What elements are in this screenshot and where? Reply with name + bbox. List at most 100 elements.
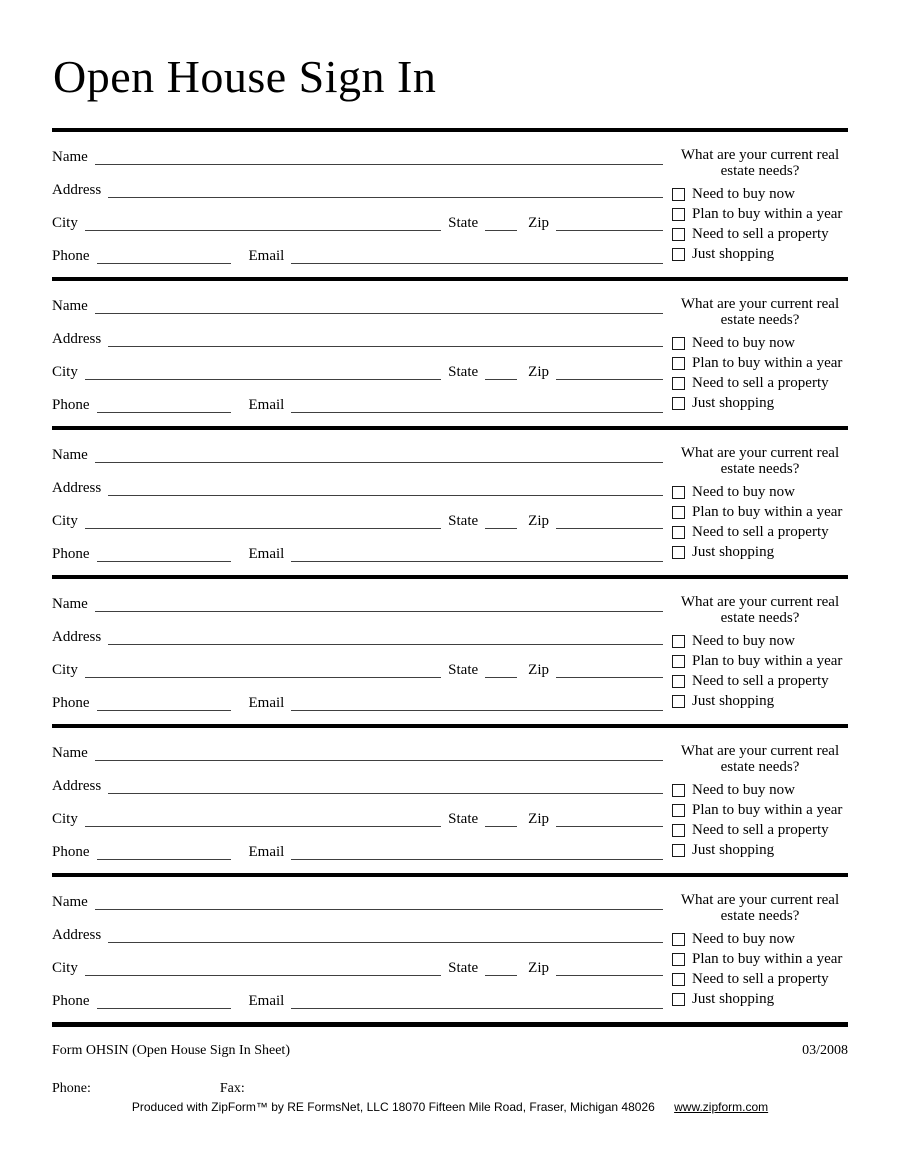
email-input-line[interactable] bbox=[291, 857, 663, 860]
city-state-zip-row: City State Zip bbox=[52, 646, 663, 679]
phone-input-line[interactable] bbox=[96, 708, 231, 711]
phone-email-row: Phone Email bbox=[52, 530, 663, 563]
checkbox-need-to-buy-now[interactable] bbox=[672, 188, 685, 202]
checkbox-just-shopping[interactable] bbox=[672, 247, 685, 261]
real-estate-needs: What are your current real estate needs?… bbox=[672, 579, 848, 724]
checkbox-need-to-buy-now[interactable] bbox=[672, 337, 685, 351]
city-input-line[interactable] bbox=[84, 675, 442, 678]
name-input-line[interactable] bbox=[94, 162, 663, 165]
checkbox-plan-to-buy-within-a-year[interactable] bbox=[672, 506, 685, 520]
email-input-line[interactable] bbox=[291, 559, 663, 562]
checkbox-need-to-buy-now[interactable] bbox=[672, 635, 685, 649]
name-row: Name bbox=[52, 880, 663, 911]
checkbox-need-to-sell-a-property[interactable] bbox=[672, 972, 685, 986]
address-input-line[interactable] bbox=[108, 791, 663, 794]
address-label: Address bbox=[52, 480, 102, 496]
checkbox-need-to-sell-a-property[interactable] bbox=[672, 823, 685, 837]
checkbox-need-to-buy-now[interactable] bbox=[672, 933, 685, 947]
name-input-line[interactable] bbox=[94, 609, 663, 612]
zip-input-line[interactable] bbox=[556, 675, 663, 678]
state-input-line[interactable] bbox=[485, 675, 518, 678]
address-input-line[interactable] bbox=[108, 493, 663, 496]
zip-input-line[interactable] bbox=[556, 824, 663, 827]
city-input-line[interactable] bbox=[84, 824, 442, 827]
state-input-line[interactable] bbox=[485, 526, 518, 529]
checkbox-need-to-sell-a-property[interactable] bbox=[672, 674, 685, 688]
address-label: Address bbox=[52, 778, 102, 794]
checkbox-plan-to-buy-within-a-year[interactable] bbox=[672, 655, 685, 669]
city-state-zip-row: City State Zip bbox=[52, 795, 663, 828]
checkbox-just-shopping[interactable] bbox=[672, 992, 685, 1006]
city-input-line[interactable] bbox=[84, 526, 442, 529]
needs-question: What are your current real estate needs? bbox=[672, 296, 848, 328]
zip-input-line[interactable] bbox=[556, 526, 663, 529]
entry-fields: Name Address City State Zip Phone Email bbox=[52, 281, 663, 426]
name-label: Name bbox=[52, 149, 88, 165]
name-input-line[interactable] bbox=[94, 907, 663, 910]
state-input-line[interactable] bbox=[485, 824, 518, 827]
phone-input-line[interactable] bbox=[96, 261, 231, 264]
option-need-to-buy-now: Need to buy now bbox=[672, 632, 848, 652]
name-row: Name bbox=[52, 433, 663, 464]
name-input-line[interactable] bbox=[94, 460, 663, 463]
state-input-line[interactable] bbox=[485, 973, 518, 976]
name-input-line[interactable] bbox=[94, 758, 663, 761]
option-label-need-to-buy-now: Need to buy now bbox=[692, 782, 795, 799]
checkbox-plan-to-buy-within-a-year[interactable] bbox=[672, 953, 685, 967]
checkbox-need-to-buy-now[interactable] bbox=[672, 486, 685, 500]
city-label: City bbox=[52, 960, 78, 976]
option-need-to-buy-now: Need to buy now bbox=[672, 930, 848, 950]
email-label: Email bbox=[248, 248, 285, 264]
checkbox-just-shopping[interactable] bbox=[672, 694, 685, 708]
address-input-line[interactable] bbox=[108, 195, 663, 198]
option-label-just-shopping: Just shopping bbox=[692, 841, 775, 858]
checkbox-need-to-sell-a-property[interactable] bbox=[672, 376, 685, 390]
address-row: Address bbox=[52, 315, 663, 348]
city-input-line[interactable] bbox=[84, 228, 442, 231]
address-label: Address bbox=[52, 331, 102, 347]
address-input-line[interactable] bbox=[108, 940, 663, 943]
footer-meta-row: Form OHSIN (Open House Sign In Sheet) 03… bbox=[52, 1043, 848, 1059]
name-input-line[interactable] bbox=[94, 311, 663, 314]
city-input-line[interactable] bbox=[84, 377, 442, 380]
checkbox-need-to-sell-a-property[interactable] bbox=[672, 227, 685, 241]
checkbox-just-shopping[interactable] bbox=[672, 843, 685, 857]
zipform-website-link[interactable]: www.zipform.com bbox=[674, 1100, 769, 1114]
checkbox-plan-to-buy-within-a-year[interactable] bbox=[672, 208, 685, 222]
address-input-line[interactable] bbox=[108, 642, 663, 645]
zip-input-line[interactable] bbox=[556, 228, 663, 231]
address-input-line[interactable] bbox=[108, 344, 663, 347]
email-input-line[interactable] bbox=[291, 1006, 663, 1009]
zip-input-line[interactable] bbox=[556, 377, 663, 380]
email-input-line[interactable] bbox=[291, 261, 663, 264]
entry-fields: Name Address City State Zip Phone Email bbox=[52, 728, 663, 873]
city-input-line[interactable] bbox=[84, 973, 442, 976]
option-just-shopping: Just shopping bbox=[672, 840, 848, 860]
address-label: Address bbox=[52, 629, 102, 645]
option-need-to-buy-now: Need to buy now bbox=[672, 483, 848, 503]
needs-options: Need to buy now Plan to buy within a yea… bbox=[672, 334, 848, 413]
phone-input-line[interactable] bbox=[96, 410, 231, 413]
checkbox-plan-to-buy-within-a-year[interactable] bbox=[672, 357, 685, 371]
real-estate-needs: What are your current real estate needs?… bbox=[672, 132, 848, 277]
zip-input-line[interactable] bbox=[556, 973, 663, 976]
needs-options: Need to buy now Plan to buy within a yea… bbox=[672, 185, 848, 264]
option-need-to-sell-a-property: Need to sell a property bbox=[672, 225, 848, 245]
state-input-line[interactable] bbox=[485, 377, 518, 380]
phone-input-line[interactable] bbox=[96, 1006, 231, 1009]
checkbox-plan-to-buy-within-a-year[interactable] bbox=[672, 804, 685, 818]
checkbox-just-shopping[interactable] bbox=[672, 396, 685, 410]
email-input-line[interactable] bbox=[291, 410, 663, 413]
checkbox-need-to-sell-a-property[interactable] bbox=[672, 525, 685, 539]
option-label-need-to-buy-now: Need to buy now bbox=[692, 484, 795, 501]
email-input-line[interactable] bbox=[291, 708, 663, 711]
checkbox-just-shopping[interactable] bbox=[672, 545, 685, 559]
state-input-line[interactable] bbox=[485, 228, 518, 231]
option-need-to-buy-now: Need to buy now bbox=[672, 781, 848, 801]
phone-input-line[interactable] bbox=[96, 857, 231, 860]
city-state-zip-row: City State Zip bbox=[52, 497, 663, 530]
zip-label: Zip bbox=[528, 811, 549, 827]
phone-input-line[interactable] bbox=[96, 559, 231, 562]
checkbox-need-to-buy-now[interactable] bbox=[672, 784, 685, 798]
needs-question-line2: estate needs? bbox=[720, 759, 800, 775]
